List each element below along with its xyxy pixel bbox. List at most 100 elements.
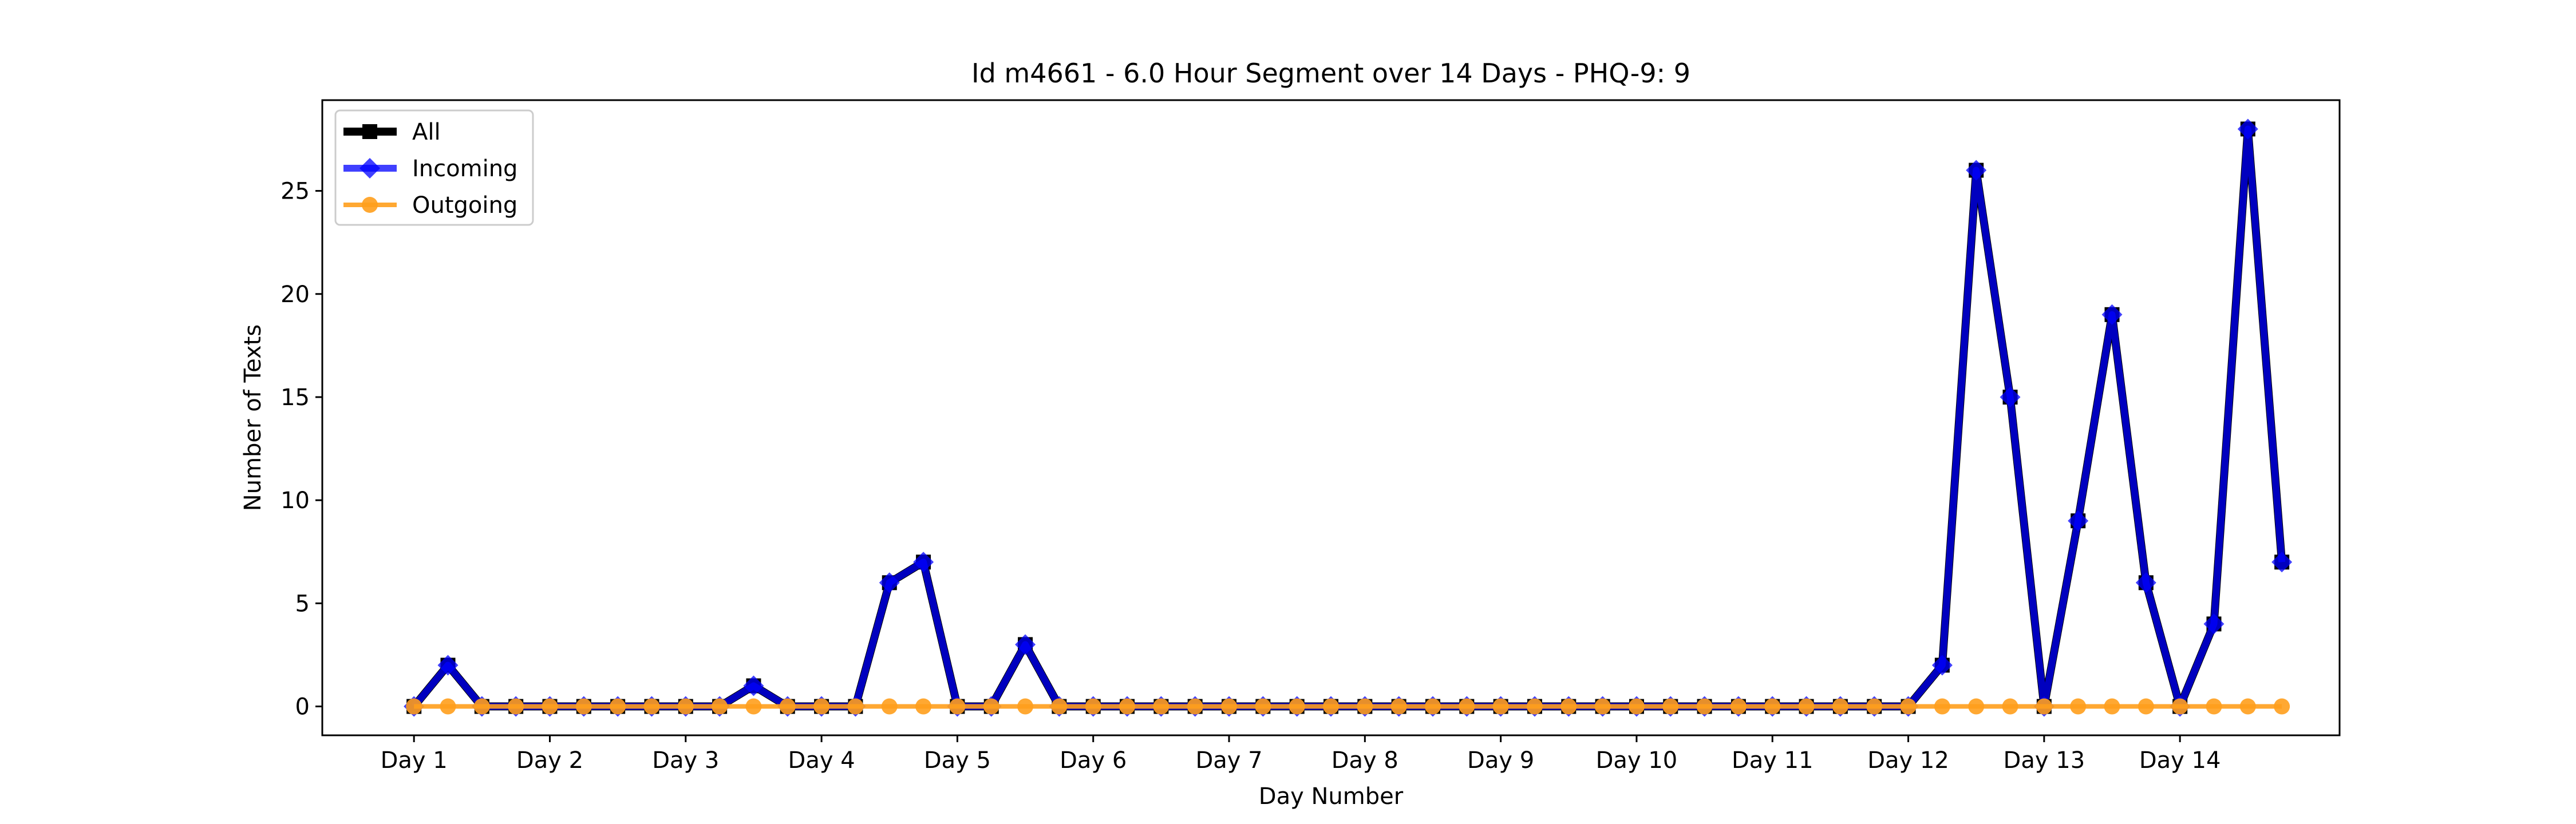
x-tick-label: Day 2	[516, 747, 583, 774]
data-point	[1289, 698, 1305, 715]
data-point	[1017, 698, 1034, 715]
y-tick-label: 0	[295, 694, 310, 720]
data-point	[2203, 613, 2225, 635]
data-point	[2101, 304, 2123, 325]
data-point	[508, 698, 524, 715]
data-point	[1594, 698, 1611, 715]
data-point	[779, 698, 796, 715]
data-point	[440, 698, 456, 715]
data-point	[677, 698, 694, 715]
data-point	[1526, 698, 1543, 715]
data-point	[1968, 698, 1985, 715]
x-tick-label: Day 13	[2004, 747, 2085, 774]
data-point	[743, 675, 764, 696]
data-point	[1459, 698, 1475, 715]
data-point	[2002, 698, 2018, 715]
data-point	[2237, 118, 2258, 140]
data-point	[2239, 698, 2256, 715]
data-point	[1931, 655, 1953, 676]
data-point	[1153, 698, 1170, 715]
series-line	[411, 125, 2286, 710]
data-point	[879, 572, 900, 593]
data-point	[1119, 698, 1136, 715]
data-point	[1866, 698, 1883, 715]
y-tick-label: 5	[295, 591, 310, 617]
data-point	[2138, 698, 2154, 715]
data-point	[847, 698, 864, 715]
legend-marker	[362, 124, 377, 139]
x-tick-label: Day 5	[924, 747, 991, 774]
y-axis: 0 5 10 15 20 25	[280, 179, 322, 720]
legend-marker	[359, 158, 380, 179]
legend-item: Incoming	[343, 156, 517, 182]
data-point	[1798, 698, 1815, 715]
data-point	[1730, 698, 1747, 715]
data-point	[406, 698, 422, 715]
data-point	[813, 698, 830, 715]
y-tick-label: 20	[280, 282, 310, 308]
data-point	[643, 698, 660, 715]
data-point	[2068, 510, 2089, 532]
legend-box	[334, 109, 534, 226]
data-point	[1085, 698, 1101, 715]
legend-swatch-marker	[362, 124, 377, 139]
data-point	[542, 698, 558, 715]
data-point	[913, 552, 934, 573]
data-point	[1051, 698, 1068, 715]
data-point	[1696, 698, 1713, 715]
legend-label: Incoming	[412, 156, 517, 182]
data-point	[473, 698, 490, 715]
data-point	[1492, 698, 1509, 715]
series-markers	[406, 698, 2290, 715]
x-tick-label: Day 9	[1467, 747, 1534, 774]
data-point	[437, 655, 459, 676]
data-point	[1764, 698, 1781, 715]
data-point	[983, 698, 999, 715]
y-tick-label: 25	[280, 179, 310, 205]
legend-label: Outgoing	[412, 192, 517, 219]
x-axis-label: Day Number	[1259, 783, 1404, 810]
series-line	[410, 125, 2286, 711]
data-point	[2271, 552, 2293, 573]
data-point	[712, 698, 728, 715]
series-layer	[404, 118, 2293, 717]
legend: All Incoming Outgoing	[334, 109, 534, 226]
data-point	[1934, 698, 1950, 715]
data-point	[610, 698, 626, 715]
x-tick-label: Day 12	[1867, 747, 1949, 774]
data-point	[1323, 698, 1339, 715]
legend-swatch-marker	[362, 197, 378, 213]
data-point	[2135, 572, 2156, 593]
x-tick-label: Day 3	[652, 747, 719, 774]
series-markers	[406, 121, 2290, 714]
data-point	[1966, 160, 1987, 181]
data-point	[1832, 698, 1848, 715]
series-outgoing	[406, 698, 2290, 715]
x-tick-label: Day 7	[1195, 747, 1262, 774]
x-tick-label: Day 14	[2139, 747, 2221, 774]
data-point	[2104, 698, 2120, 715]
y-tick-label: 15	[280, 385, 310, 411]
data-point	[2206, 698, 2222, 715]
data-point	[1900, 698, 1917, 715]
data-point	[2036, 698, 2052, 715]
data-point	[745, 698, 762, 715]
legend-item: All	[343, 119, 441, 145]
data-point	[2000, 386, 2021, 407]
legend-swatch-marker	[359, 158, 380, 179]
data-point	[915, 698, 932, 715]
data-point	[1560, 698, 1577, 715]
data-point	[1390, 698, 1407, 715]
data-point	[949, 698, 966, 715]
data-point	[2070, 698, 2087, 715]
y-tick-label: 10	[280, 488, 310, 514]
data-point	[2274, 698, 2290, 715]
series-all	[406, 121, 2290, 714]
legend-label: All	[412, 119, 441, 145]
data-point	[2172, 698, 2188, 715]
x-tick-label: Day 6	[1060, 747, 1127, 774]
x-axis: Day 1 Day 2 Day 3 Day 4 Day 5 Day 6 Day 7 Day 8…	[381, 735, 2221, 774]
x-tick-label: Day 8	[1332, 747, 1398, 774]
x-tick-label: Day 4	[788, 747, 855, 774]
